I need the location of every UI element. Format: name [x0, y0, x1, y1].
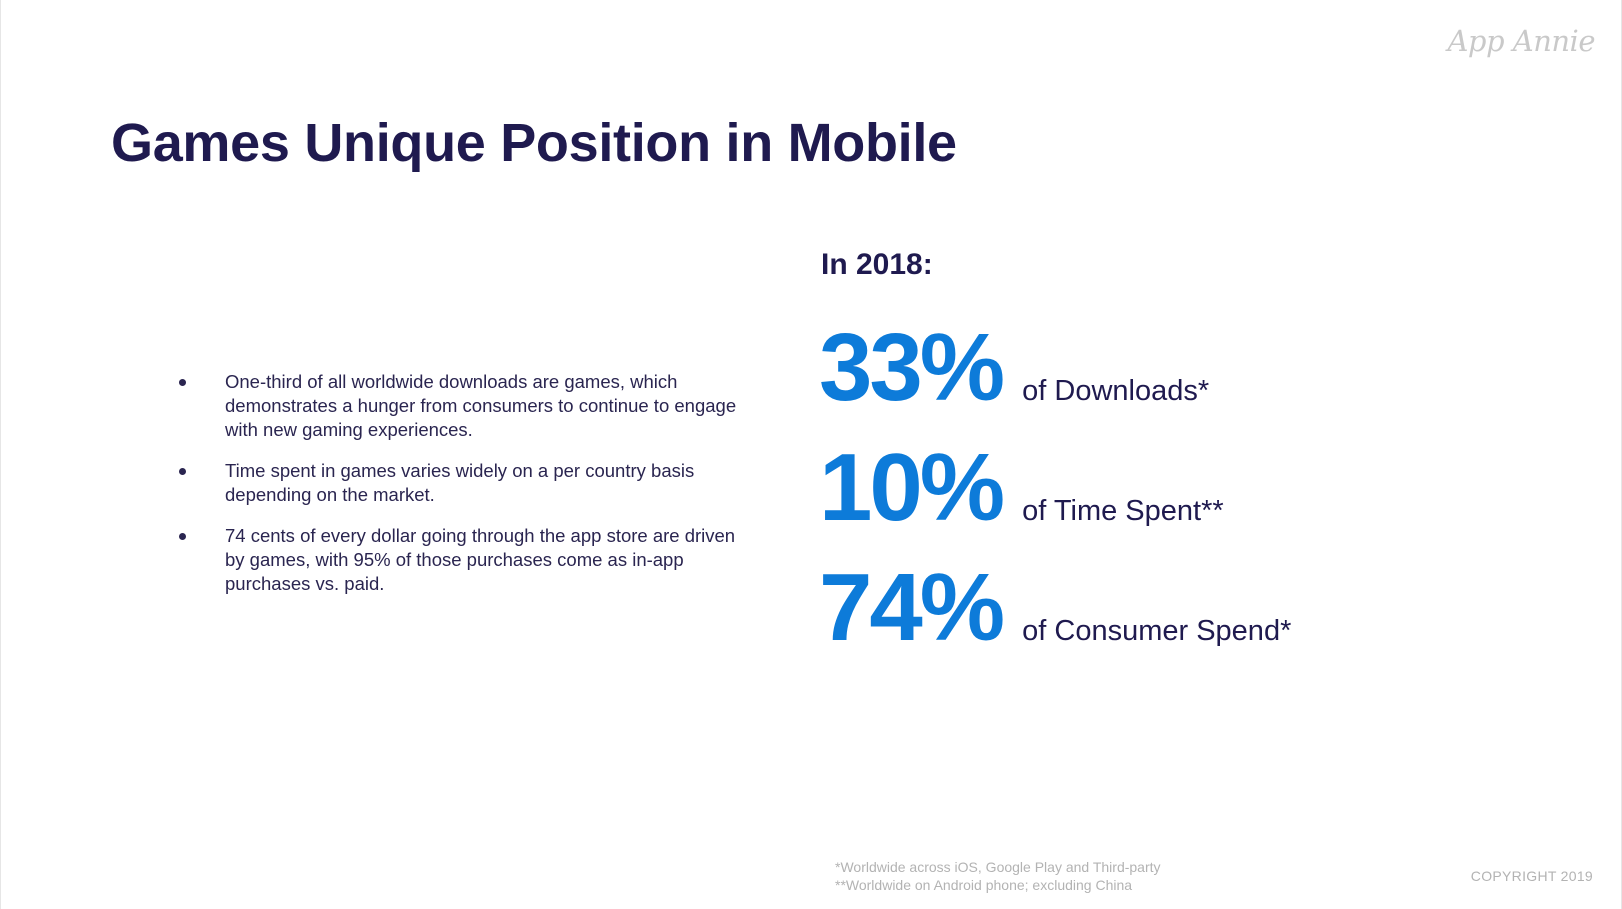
stat-value: 74%	[819, 554, 1005, 661]
bullet-dot-icon	[179, 533, 186, 540]
stat-value: 10%	[819, 434, 1005, 541]
stat-time-spent: 10% of Time Spent**	[819, 440, 1224, 536]
bullet-item: 74 cents of every dollar going through t…	[179, 524, 739, 596]
bullet-dot-icon	[179, 468, 186, 475]
footnote: **Worldwide on Android phone; excluding …	[835, 877, 1133, 893]
bullet-item: Time spent in games varies widely on a p…	[179, 459, 739, 507]
bullet-text: 74 cents of every dollar going through t…	[225, 525, 736, 594]
bullet-item: One-third of all worldwide downloads are…	[179, 370, 739, 442]
stat-value: 33%	[819, 314, 1005, 421]
bullet-list: One-third of all worldwide downloads are…	[179, 370, 739, 613]
stat-label: of Consumer Spend*	[1022, 615, 1292, 647]
bullet-text: One-third of all worldwide downloads are…	[225, 371, 737, 440]
footnotes: *Worldwide across iOS, Google Play and T…	[835, 858, 1161, 894]
page-title: Games Unique Position in Mobile	[111, 113, 957, 173]
bullet-dot-icon	[179, 379, 186, 386]
stat-downloads: 33% of Downloads*	[819, 320, 1209, 416]
bullet-text: Time spent in games varies widely on a p…	[225, 460, 695, 505]
stat-consumer-spend: 74% of Consumer Spend*	[819, 560, 1291, 656]
copyright-notice: COPYRIGHT 2019	[1470, 868, 1593, 884]
stats-heading: In 2018:	[821, 248, 933, 281]
footnote: *Worldwide across iOS, Google Play and T…	[835, 859, 1161, 875]
app-annie-logo: App Annie	[1447, 24, 1595, 58]
stat-label: of Downloads*	[1022, 375, 1210, 407]
stat-label: of Time Spent**	[1022, 495, 1224, 527]
